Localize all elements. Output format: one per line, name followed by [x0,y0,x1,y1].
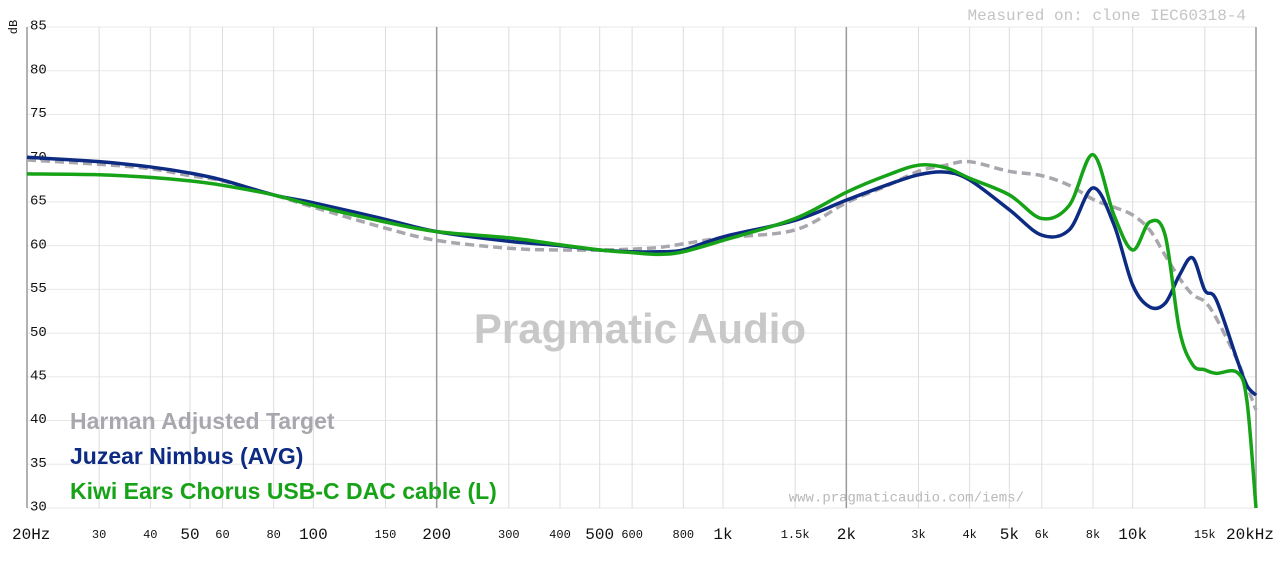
y-tick-label: 55 [30,281,47,297]
x-tick-label: 1k [713,526,732,544]
x-tick-label: 1.5k [781,528,810,542]
x-tick-label: 30 [92,528,106,542]
x-tick-label: 800 [673,528,695,542]
x-tick-label: 2k [837,526,856,544]
x-tick-label: 20kHz [1226,526,1274,544]
x-tick-label: 3k [911,528,925,542]
subtitle: Measured on: clone IEC60318-4 [968,7,1246,25]
legend: Harman Adjusted Target Juzear Nimbus (AVG… [70,408,497,504]
x-tick-label: 300 [498,528,520,542]
legend-entry: Harman Adjusted Target [70,408,335,434]
y-tick-label: 60 [30,237,47,253]
y-tick-label: 45 [30,369,47,385]
y-tick-label: 65 [30,194,47,210]
x-tick-label: 5k [1000,526,1019,544]
x-tick-label: 200 [422,526,451,544]
y-tick-label: 80 [30,62,47,78]
x-tick-label: 6k [1035,528,1049,542]
y-tick-label: 40 [30,412,47,428]
x-tick-label: 40 [143,528,157,542]
y-tick-label: 85 [30,19,47,35]
x-tick-label: 600 [621,528,643,542]
x-tick-label: 80 [266,528,280,542]
y-tick-label: 35 [30,456,47,472]
legend-entry: Kiwi Ears Chorus USB-C DAC cable (L) [70,478,497,504]
source-url: www.pragmaticaudio.com/iems/ [789,491,1024,507]
x-tick-label: 15k [1194,528,1216,542]
x-tick-label: 60 [215,528,229,542]
lines [26,152,1258,509]
x-tick-label: 150 [375,528,397,542]
watermark: Pragmatic Audio [474,305,806,352]
x-tick-label: 20Hz [12,526,50,544]
x-tick-label: 400 [549,528,571,542]
x-tick-label: 4k [962,528,976,542]
x-tick-label: 10k [1118,526,1147,544]
series-line [26,152,1258,509]
x-tick-label: 500 [585,526,614,544]
y-axis-label: dB [7,20,21,34]
y-tick-label: 75 [30,106,47,122]
x-tick-label: 100 [299,526,328,544]
plot-area [27,27,1256,508]
series-line [26,155,1258,397]
y-tick-label: 50 [30,325,47,341]
y-tick-label: 30 [30,500,47,516]
legend-entry: Juzear Nimbus (AVG) [70,443,303,469]
x-tick-label: 50 [180,526,199,544]
x-tick-label: 8k [1086,528,1100,542]
